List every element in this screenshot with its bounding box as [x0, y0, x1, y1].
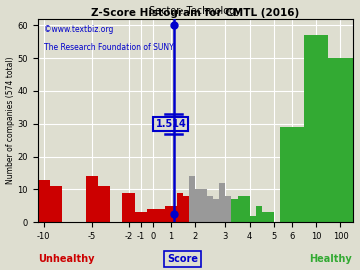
Bar: [225, 196, 231, 222]
Bar: [189, 176, 195, 222]
Bar: [231, 199, 238, 222]
Bar: [165, 206, 171, 222]
Text: Score: Score: [167, 254, 198, 264]
Bar: [244, 196, 249, 222]
Bar: [159, 209, 165, 222]
Bar: [183, 196, 189, 222]
Bar: [304, 35, 328, 222]
Bar: [201, 189, 207, 222]
Bar: [328, 58, 352, 222]
Bar: [249, 216, 256, 222]
Bar: [195, 189, 201, 222]
Bar: [98, 186, 111, 222]
Bar: [207, 196, 213, 222]
Text: Healthy: Healthy: [309, 254, 352, 264]
Bar: [262, 212, 274, 222]
Title: Z-Score Histogram for CMTL (2016): Z-Score Histogram for CMTL (2016): [91, 8, 299, 18]
Bar: [122, 193, 135, 222]
Text: Sector: Technology: Sector: Technology: [149, 6, 241, 16]
Bar: [86, 176, 98, 222]
Bar: [256, 206, 262, 222]
Text: ©www.textbiz.org: ©www.textbiz.org: [44, 25, 113, 34]
Bar: [50, 186, 62, 222]
Y-axis label: Number of companies (574 total): Number of companies (574 total): [5, 57, 14, 184]
Bar: [171, 206, 177, 222]
Bar: [238, 196, 244, 222]
Bar: [38, 180, 50, 222]
Bar: [280, 127, 304, 222]
Bar: [177, 193, 183, 222]
Bar: [147, 209, 159, 222]
Bar: [135, 212, 147, 222]
Text: 1.514: 1.514: [156, 119, 186, 129]
Bar: [213, 199, 219, 222]
Bar: [219, 183, 225, 222]
Text: The Research Foundation of SUNY: The Research Foundation of SUNY: [44, 43, 174, 52]
Text: Unhealthy: Unhealthy: [38, 254, 94, 264]
